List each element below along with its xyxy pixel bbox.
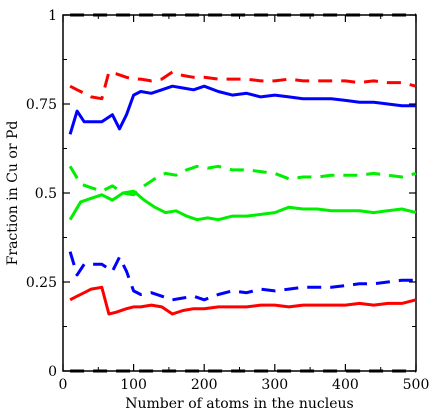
x-tick-label: 400 bbox=[332, 377, 359, 393]
series-line-6 bbox=[68, 251, 416, 302]
series-line-7 bbox=[69, 285, 417, 316]
series-line-5 bbox=[68, 189, 417, 222]
tick-layer: 0 100 200 300 400 500 0 0.25 0.5 0.75 1 bbox=[26, 8, 430, 393]
y-tick-label: 0.75 bbox=[26, 97, 57, 113]
y-tick-label: 0.25 bbox=[26, 275, 57, 291]
series-line-2 bbox=[69, 70, 417, 101]
series-line-3 bbox=[68, 84, 416, 135]
series-layer bbox=[68, 13, 417, 373]
y-tick-label: 1 bbox=[48, 8, 57, 24]
y-axis-label: Fraction in Cu or Pd bbox=[5, 121, 21, 266]
plot-area-frame bbox=[62, 14, 417, 372]
x-tick-label: 100 bbox=[120, 377, 147, 393]
x-tick-label: 200 bbox=[191, 377, 218, 393]
series-line-4 bbox=[68, 164, 417, 197]
y-tick-label: 0 bbox=[48, 364, 57, 380]
x-tick-label: 0 bbox=[59, 377, 68, 393]
x-axis-label: Number of atoms in the nucleus bbox=[125, 396, 353, 412]
y-tick-label: 0.5 bbox=[35, 186, 57, 202]
x-tick-label: 300 bbox=[261, 377, 288, 393]
x-tick-label: 500 bbox=[403, 377, 430, 393]
